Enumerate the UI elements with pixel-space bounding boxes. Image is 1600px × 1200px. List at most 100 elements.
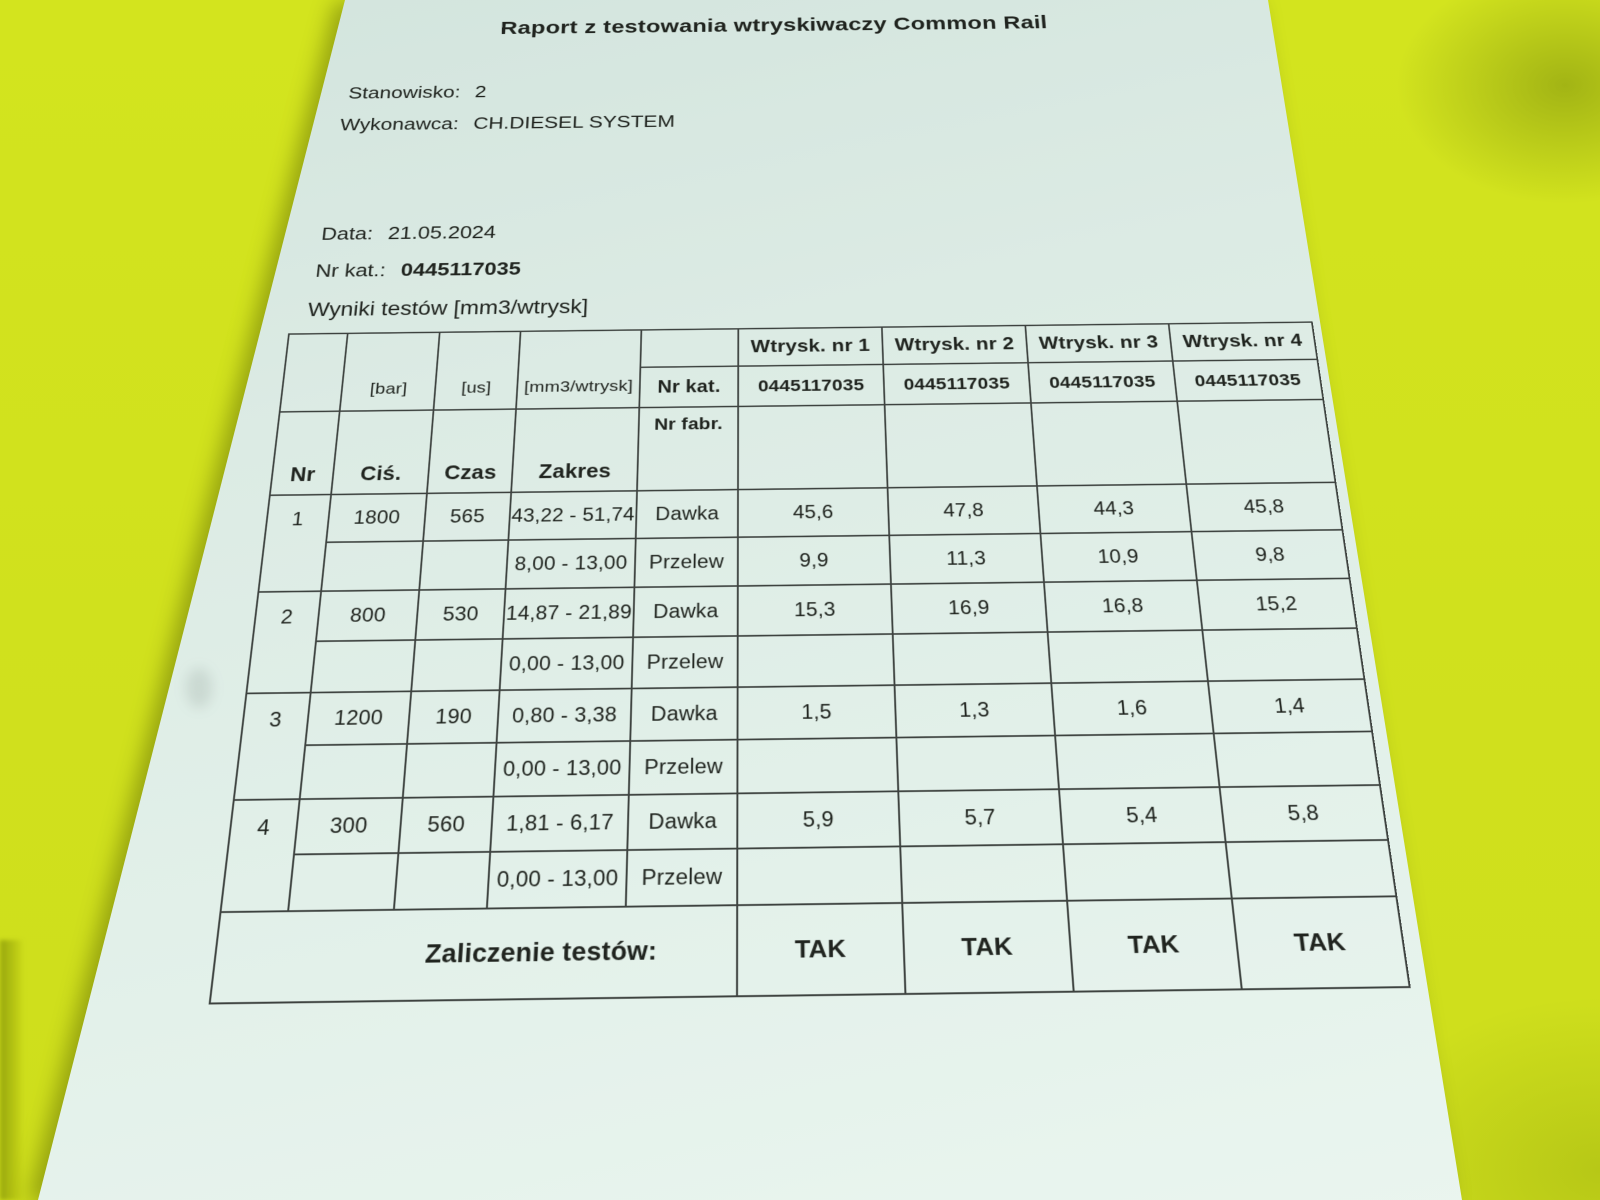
value-cell: 9,8 [1191,529,1350,581]
range-cell: 0,00 - 13,00 [499,637,634,691]
value-cell [1062,842,1232,901]
field-data: Data: 21.05.2024 [320,222,496,245]
row-label-dawka: Dawka [627,793,738,851]
results-heading: Wyniki testów [mm3/wtrysk] [306,296,589,321]
field-nr-kat: Nr kat.: 0445117035 [314,258,521,282]
corner-cell [279,333,348,412]
range-cell: 0,80 - 3,38 [496,688,632,743]
column-header-nr: Nr [269,411,340,496]
field-value: CH.DIESEL SYSTEM [472,111,676,133]
time-cell [393,851,491,910]
field-wykonawca: Wykonawca: CH.DIESEL SYSTEM [339,111,675,134]
field-value: 21.05.2024 [387,221,497,244]
column-header-zakres: Zakres [511,407,640,493]
value-cell: 16,8 [1043,580,1203,633]
test-nr-cell: 1 [258,494,332,592]
row-label-dawka: Dawka [633,585,738,638]
field-label: Wykonawca: [339,113,460,135]
value-cell [1213,731,1380,788]
mat-edge-shadow [0,940,24,1200]
unit-cell-zakres: [mm3/wtrysk] [516,329,642,410]
range-cell: 14,87 - 21,89 [502,587,635,639]
test-nr-cell: 4 [220,799,300,913]
value-cell: 16,9 [890,582,1048,635]
value-cell [1055,733,1220,790]
range-cell: 0,00 - 13,00 [486,850,628,909]
catalog-number-cell: 0445117035 [883,362,1031,405]
catalog-number-cell: 0445117035 [1172,359,1324,402]
value-cell [1047,630,1208,684]
label-spacer-cell [640,328,739,368]
injector-header-cell: Wtrysk. nr 2 [881,325,1029,365]
value-cell: 9,9 [737,535,891,586]
time-cell [411,638,503,692]
time-cell: 530 [415,588,506,641]
row-label-nr-fabr: Nr fabr. [637,406,739,491]
pressure-cell: 800 [315,589,420,642]
test-nr-cell: 3 [233,692,311,801]
value-cell [900,844,1068,903]
value-cell: 45,8 [1186,482,1343,532]
range-cell: 1,81 - 6,17 [490,794,629,852]
summary-result-cell: TAK [902,900,1074,994]
time-cell [402,742,497,798]
catalog-number-cell: 0445117035 [738,364,885,407]
report-title: Raport z testowania wtryskiwaczy Common … [499,12,1049,39]
pressure-cell [288,853,399,912]
value-cell [737,634,895,688]
pressure-cell [310,640,416,693]
pressure-cell: 1200 [305,691,412,746]
injector-header-cell: Wtrysk. nr 1 [738,327,884,367]
value-cell: 15,3 [737,584,893,636]
serial-number-cell [1030,401,1187,486]
time-cell [419,540,509,590]
row-label-przelew: Przelew [628,739,738,795]
value-cell [737,846,903,906]
value-cell: 11,3 [889,533,1044,585]
summary-result-cell: TAK [1231,896,1410,990]
value-cell [896,735,1059,792]
pressure-cell: 1800 [326,493,427,543]
value-cell: 5,7 [898,789,1063,847]
pressure-cell: 300 [293,797,403,855]
value-cell [1202,628,1365,682]
range-cell: 43,22 - 51,74 [508,490,638,541]
value-cell: 1,4 [1207,679,1373,734]
column-header-cis: Ciś. [331,410,434,495]
row-label-nr-kat: Nr kat. [639,366,739,408]
time-cell: 190 [407,690,500,744]
row-label-dawka: Dawka [630,687,738,742]
test-nr-cell: 2 [246,591,322,694]
value-cell: 1,3 [894,683,1056,738]
serial-number-cell [884,402,1037,488]
serial-number-cell [1177,399,1336,485]
injector-header-cell: Wtrysk. nr 4 [1168,322,1318,362]
range-cell: 8,00 - 13,00 [505,538,636,589]
value-cell: 45,6 [737,487,890,538]
field-stanowisko: Stanowisko: 2 [347,82,488,103]
value-cell: 15,2 [1196,578,1357,631]
time-cell: 560 [398,796,494,854]
field-label: Data: [320,223,375,244]
value-cell: 44,3 [1036,484,1192,534]
value-cell: 5,8 [1219,784,1389,843]
value-cell: 10,9 [1040,531,1197,583]
paper-smudge [186,668,212,708]
pressure-cell [299,743,408,800]
unit-cell-cis: [bar] [339,332,440,412]
value-cell: 5,4 [1058,787,1226,845]
injector-header-cell: Wtrysk. nr 3 [1025,323,1173,363]
field-label: Nr kat.: [314,259,387,282]
range-cell: 0,00 - 13,00 [493,741,631,797]
report-content: Raport z testowania wtryskiwaczy Common … [207,5,1411,1018]
row-label-przelew: Przelew [634,537,738,588]
row-label-dawka: Dawka [635,489,738,539]
value-cell: 47,8 [887,485,1041,536]
summary-result-cell: TAK [1067,898,1242,992]
test-table: [bar] [us] [mm3/wtrysk] Wtrysk. nr 1 Wtr… [209,321,1411,1004]
field-value: 2 [474,82,488,102]
row-label-przelew: Przelew [631,635,738,689]
field-value: 0445117035 [400,258,522,281]
